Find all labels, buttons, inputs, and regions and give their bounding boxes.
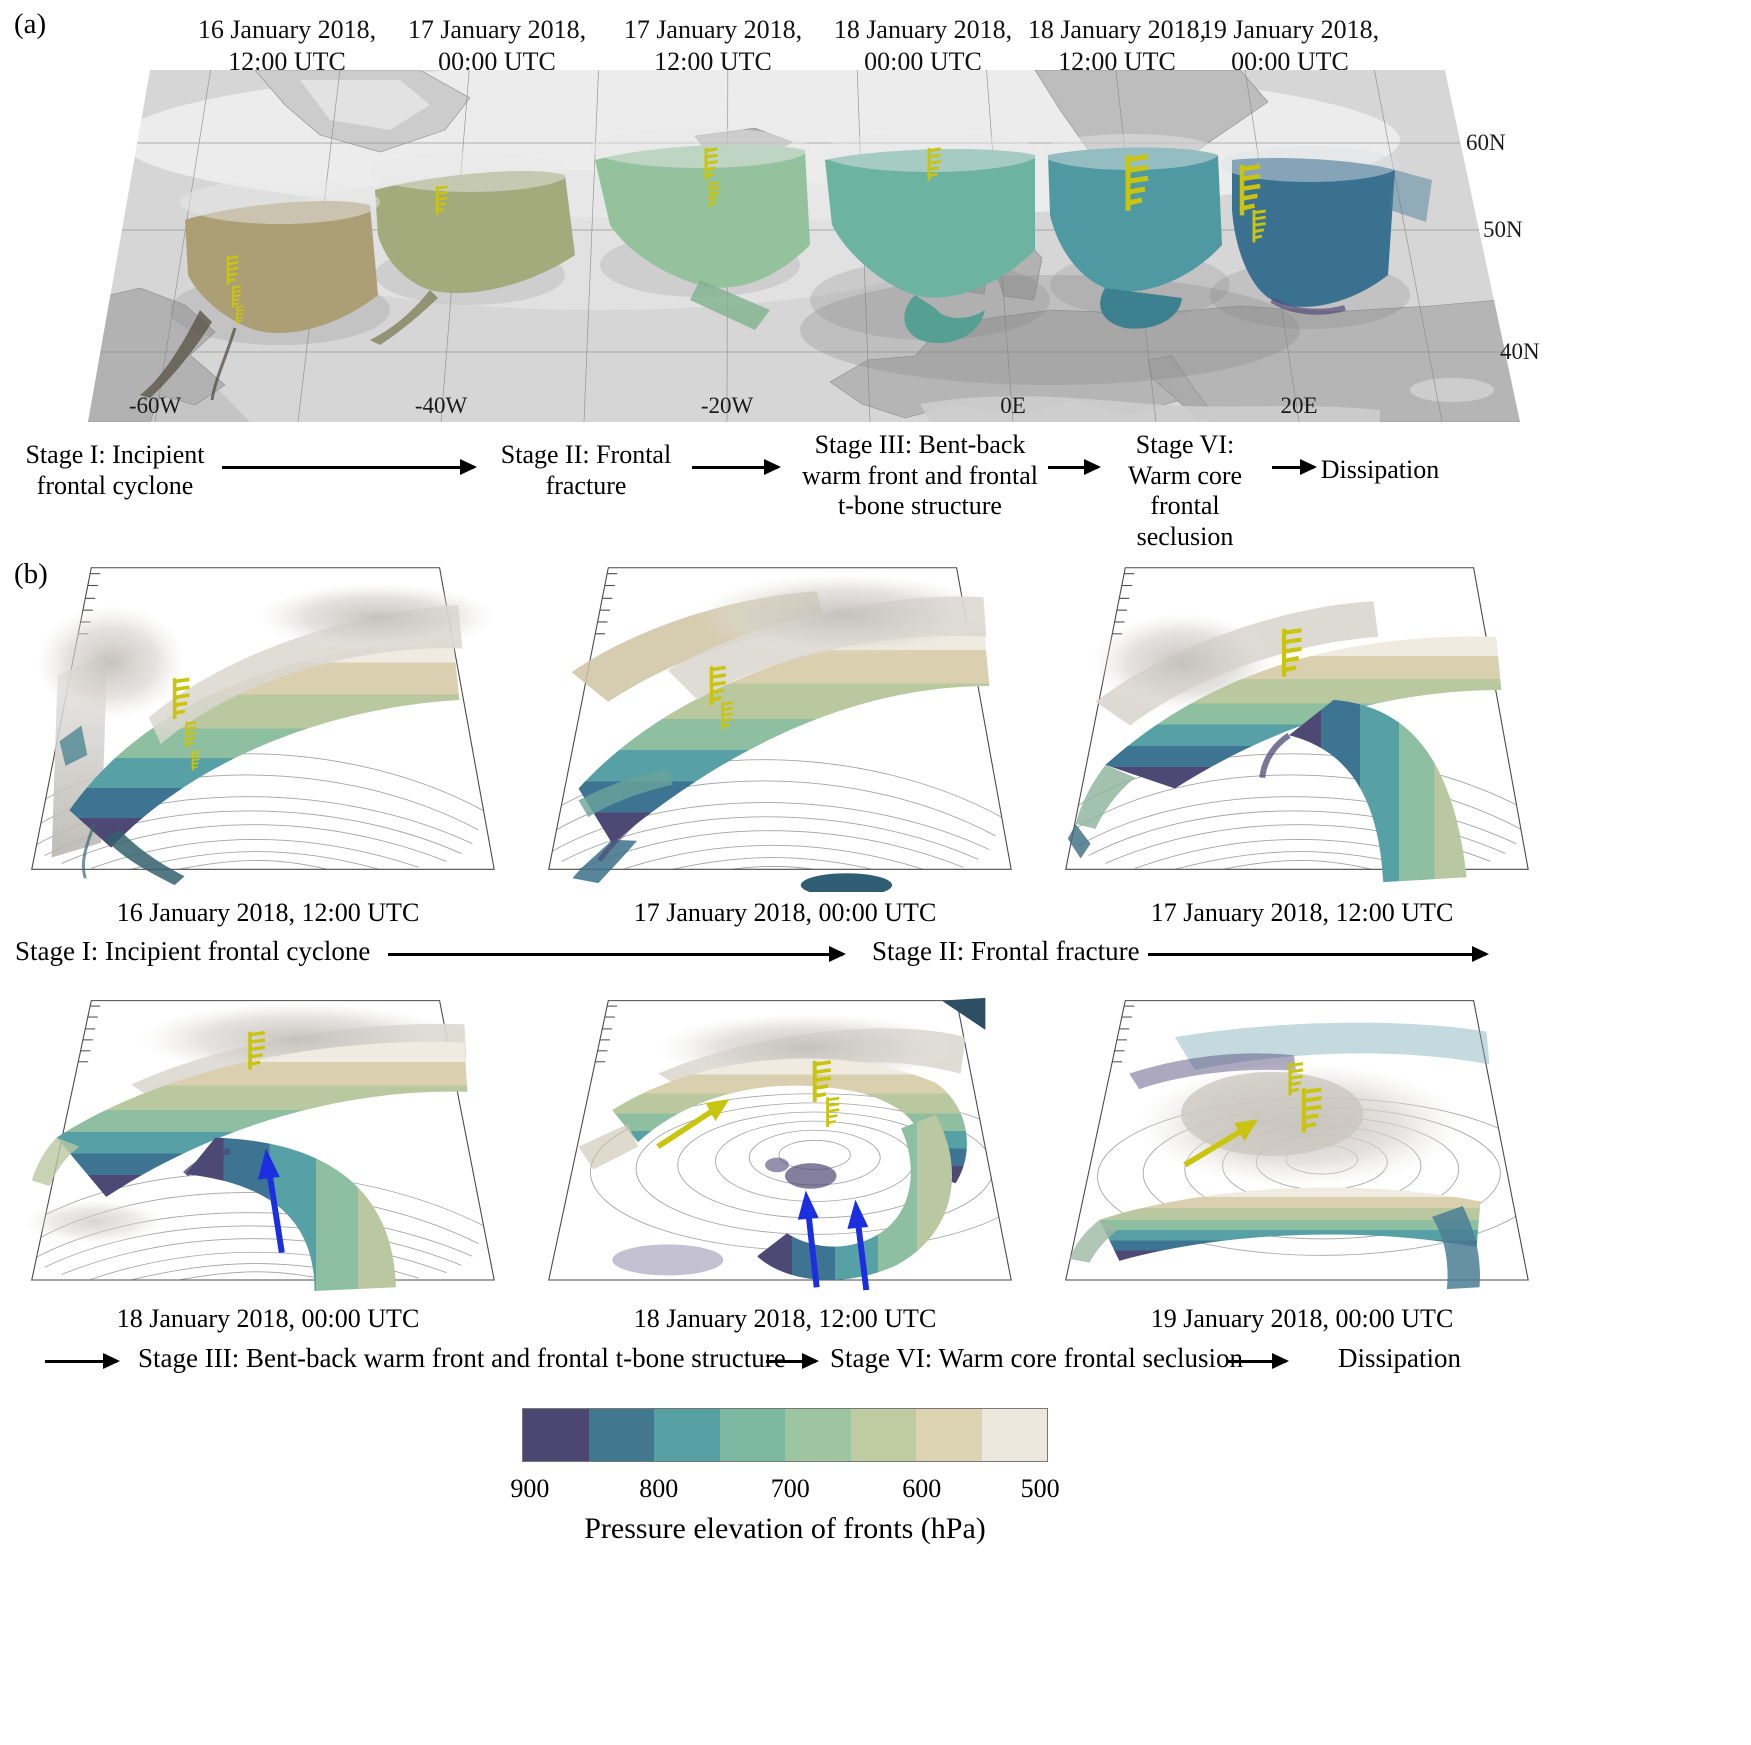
descending-front-hook bbox=[1289, 699, 1467, 883]
timestamp-a-1: 16 January 2018, 12:00 UTC bbox=[197, 15, 377, 76]
colorbar-tick: 500 bbox=[1020, 1474, 1060, 1503]
panel-a-label: (a) bbox=[14, 8, 47, 40]
bent-back-front-hook bbox=[185, 1137, 396, 1291]
caption-18jan12: 18 January 2018, 12:00 UTC bbox=[633, 1304, 937, 1333]
colorbar-segment bbox=[523, 1409, 589, 1461]
stage-arrow bbox=[388, 946, 846, 962]
caption-18jan00: 18 January 2018, 00:00 UTC bbox=[116, 1304, 420, 1333]
lon-label: 0E bbox=[1000, 393, 1026, 418]
lon-label: -20W bbox=[701, 393, 754, 418]
colorbar-tick: 700 bbox=[770, 1474, 810, 1503]
colorbar-ticks: 900 800 700 600 500 bbox=[510, 1474, 1059, 1504]
caption-19jan00: 19 January 2018, 00:00 UTC bbox=[1150, 1304, 1454, 1333]
stage-label-2: Stage II: Frontal fracture bbox=[500, 440, 672, 500]
yellow-seclusion-arrow bbox=[1183, 1119, 1259, 1168]
colorbar-segment bbox=[981, 1409, 1047, 1461]
timestamp-a-3: 17 January 2018, 12:00 UTC bbox=[623, 15, 803, 76]
overview-map: -60W -40W -20W 0E 20E 60N 50N 40N bbox=[88, 70, 1540, 422]
cold-front-filament bbox=[572, 839, 638, 884]
box3d-18jan12 bbox=[548, 997, 1012, 1291]
front-surface-t4 bbox=[825, 148, 1035, 298]
stage-row2-label-2: Stage VI: Warm core frontal seclusion bbox=[830, 1343, 1243, 1373]
colorbar-segment bbox=[588, 1409, 654, 1461]
stage-row2-label-1: Stage III: Bent-back warm front and fron… bbox=[138, 1343, 786, 1373]
stage-label-3: Stage III: Bent-back warm front and fron… bbox=[801, 430, 1039, 521]
colorbar-title: Pressure elevation of fronts (hPa) bbox=[584, 1512, 986, 1545]
black-sea bbox=[1410, 378, 1494, 402]
stage-arrow bbox=[45, 1353, 120, 1369]
panel-b-label: (b) bbox=[14, 558, 48, 590]
front-band-surface bbox=[612, 1058, 967, 1184]
stage-arrow bbox=[1228, 1353, 1289, 1369]
stage-arrow bbox=[766, 1353, 819, 1369]
colorbar-segment bbox=[719, 1409, 785, 1461]
colorbar-tick: 900 bbox=[510, 1474, 550, 1503]
map-body bbox=[88, 70, 1520, 422]
north-america bbox=[88, 287, 226, 422]
front-band-surface bbox=[69, 634, 460, 848]
caption-17jan00: 17 January 2018, 00:00 UTC bbox=[633, 898, 937, 927]
stage-arrow bbox=[1148, 946, 1489, 962]
stage-arrow bbox=[692, 459, 781, 475]
lon-label: 20E bbox=[1280, 393, 1317, 418]
front-surface-t2 bbox=[375, 170, 575, 294]
front-surfaces bbox=[140, 128, 1432, 401]
mediterranean bbox=[920, 396, 1380, 422]
stage-row1-label-1: Stage I: Incipient frontal cyclone bbox=[15, 936, 371, 966]
lon-label: -40W bbox=[415, 393, 468, 418]
stage-label-4: Stage VI: Warm core frontal seclusion bbox=[1127, 430, 1243, 552]
colorbar-segment bbox=[654, 1409, 720, 1461]
lon-label: -60W bbox=[129, 393, 182, 418]
front-band-surface bbox=[56, 1041, 468, 1197]
cold-front-filament bbox=[104, 829, 185, 886]
box3d-16jan12 bbox=[31, 567, 497, 886]
lat-label: 40N bbox=[1500, 339, 1540, 364]
blue-ascent-arrow bbox=[797, 1190, 820, 1288]
map-axis-labels: -60W -40W -20W 0E 20E 60N 50N 40N bbox=[129, 130, 1540, 418]
stage-arrow bbox=[1048, 459, 1101, 475]
front-surface-t6 bbox=[1232, 158, 1395, 307]
colorbar-segment bbox=[916, 1409, 982, 1461]
stage-row2-label-3: Dissipation bbox=[1338, 1343, 1462, 1373]
seclusion-front-hook bbox=[757, 1114, 953, 1281]
stage-arrow bbox=[222, 459, 477, 475]
colorbar-tick: 600 bbox=[902, 1474, 942, 1503]
front-surface-t3 bbox=[595, 144, 810, 288]
box3d-17jan12 bbox=[1065, 567, 1529, 883]
blue-ascent-arrow bbox=[847, 1199, 870, 1291]
stage-arrow bbox=[1272, 459, 1317, 475]
colorbar-gradient bbox=[522, 1408, 1048, 1462]
front-surface-t5 bbox=[1048, 147, 1222, 292]
blue-ascent-arrow bbox=[258, 1148, 285, 1253]
front-band-surface bbox=[1099, 1187, 1481, 1261]
yellow-seclusion-arrow bbox=[656, 1099, 730, 1149]
box3d-19jan00 bbox=[1065, 1000, 1529, 1290]
colorbar-segment bbox=[785, 1409, 851, 1461]
colorbar-segment bbox=[850, 1409, 916, 1461]
stage-label-1: Stage I: Incipient frontal cyclone bbox=[25, 440, 205, 500]
box3d-17jan00 bbox=[548, 567, 1012, 892]
caption-16jan12: 16 January 2018, 12:00 UTC bbox=[116, 898, 420, 927]
box3d-18jan00 bbox=[24, 1000, 495, 1291]
stage-label-5: Dissipation bbox=[1320, 455, 1440, 484]
stage-row1-label-2: Stage II: Frontal fracture bbox=[872, 936, 1140, 966]
lat-label: 60N bbox=[1466, 130, 1506, 155]
lat-label: 50N bbox=[1483, 217, 1523, 242]
front-band-surface bbox=[578, 620, 990, 844]
colorbar-tick: 800 bbox=[639, 1474, 679, 1503]
front-band-surface bbox=[1105, 636, 1502, 789]
caption-17jan12: 17 January 2018, 12:00 UTC bbox=[1150, 898, 1454, 927]
